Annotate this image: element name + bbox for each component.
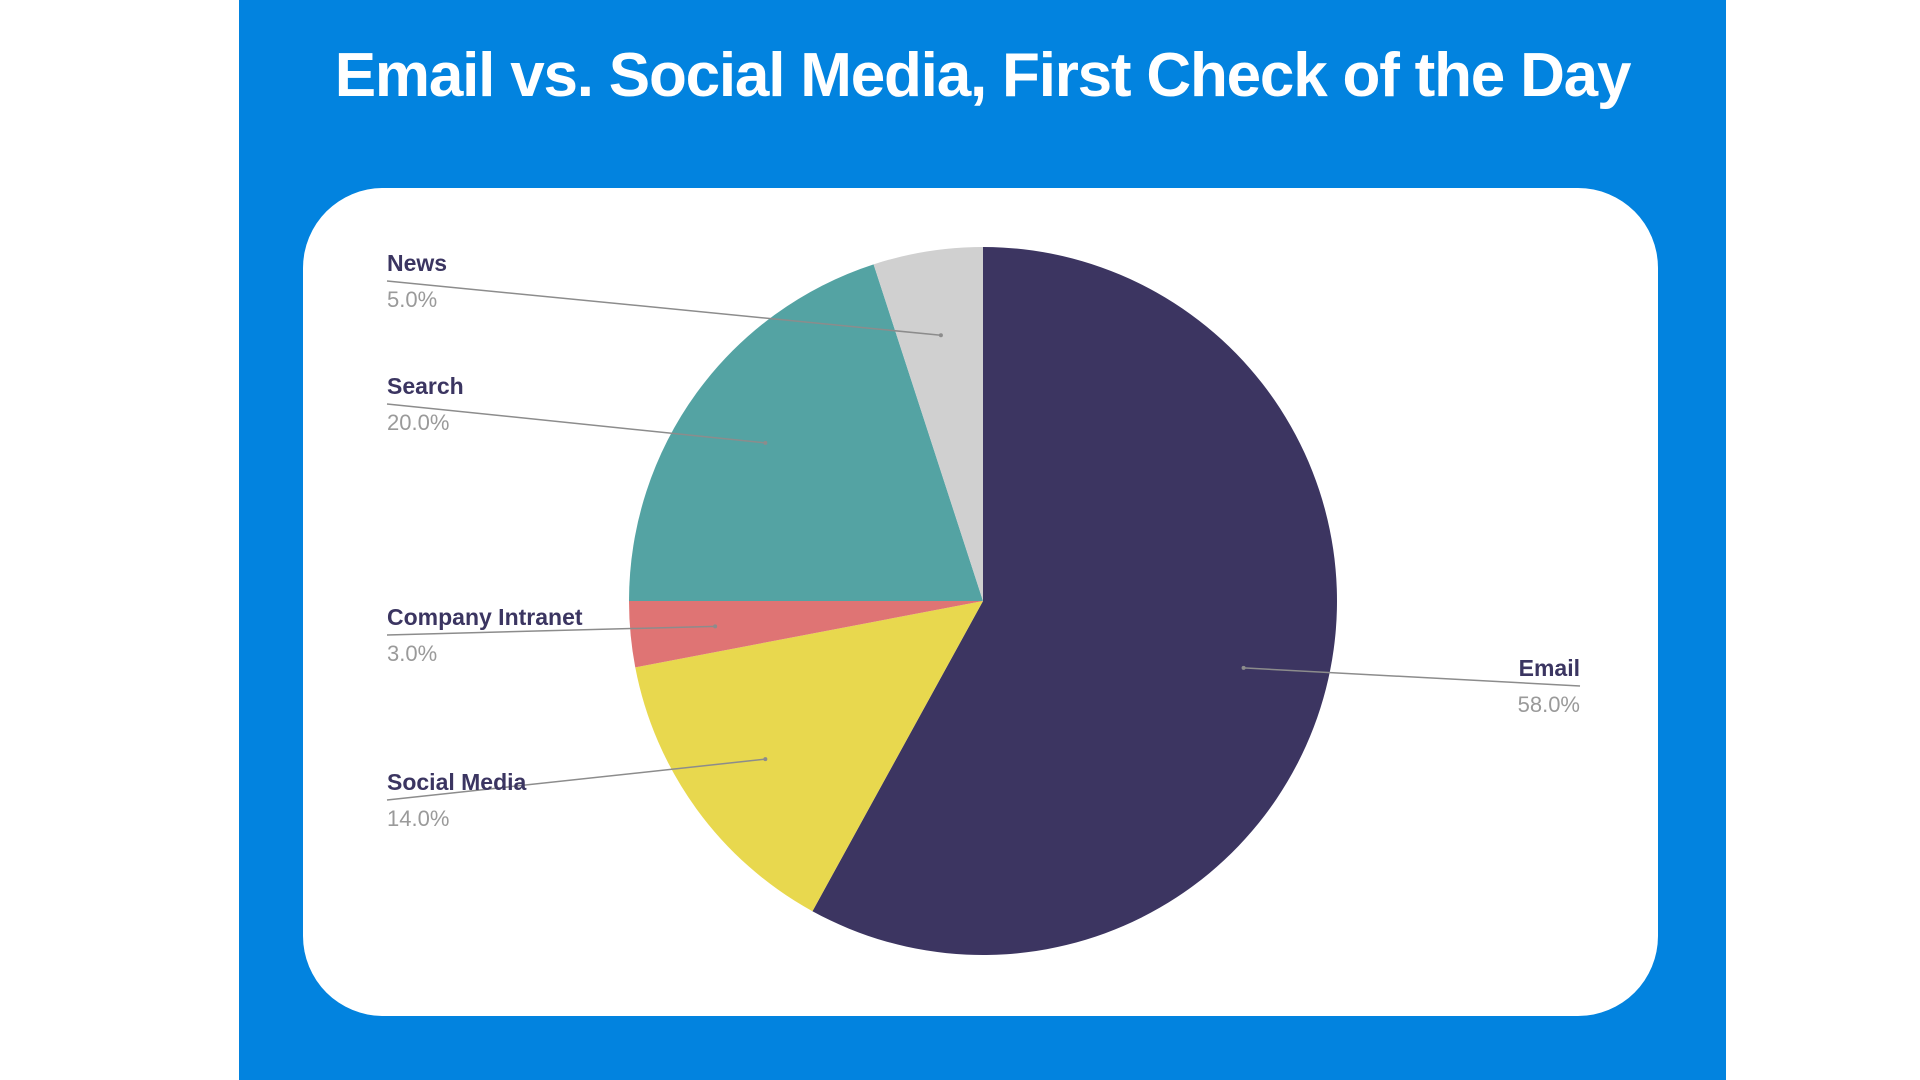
leader-dot-social-media [763,757,768,762]
slice-label-social-media: Social Media [387,769,527,795]
leader-line-social-media [386,758,766,801]
leader-line-company-intranet [386,625,716,636]
pie-slice-news [873,247,983,601]
slice-label-news: News [387,250,447,276]
leader-lines [386,280,1581,801]
pie-slice-social-media [635,601,983,912]
slice-label-company-intranet: Company Intranet [387,604,583,630]
slice-value-search: 20.0% [387,410,449,435]
slice-value-news: 5.0% [387,287,437,312]
slice-label-email: Email [1519,655,1580,681]
leader-dot-email [1241,665,1246,670]
slice-value-email: 58.0% [1518,692,1580,717]
banner-background: Email vs. Social Media, First Check of t… [239,0,1726,1080]
chart-title: Email vs. Social Media, First Check of t… [334,41,1632,110]
leader-dot-news [938,333,943,338]
slice-value-company-intranet: 3.0% [387,641,437,666]
leader-line-email [1243,667,1581,687]
leader-line-news [386,280,941,337]
pie-slice-search [629,264,983,601]
leader-line-search [386,403,766,444]
slice-label-search: Search [387,373,464,399]
pie-slices [629,247,1337,955]
slice-labels: Email 58.0% Social Media 14.0% Company Intra… [387,250,1580,831]
slice-value-social-media: 14.0% [387,806,449,831]
leader-dot-search [763,440,768,445]
leader-dot-company-intranet [713,624,718,629]
pie-slice-company-intranet [629,601,983,668]
pie-slice-email [812,247,1337,955]
